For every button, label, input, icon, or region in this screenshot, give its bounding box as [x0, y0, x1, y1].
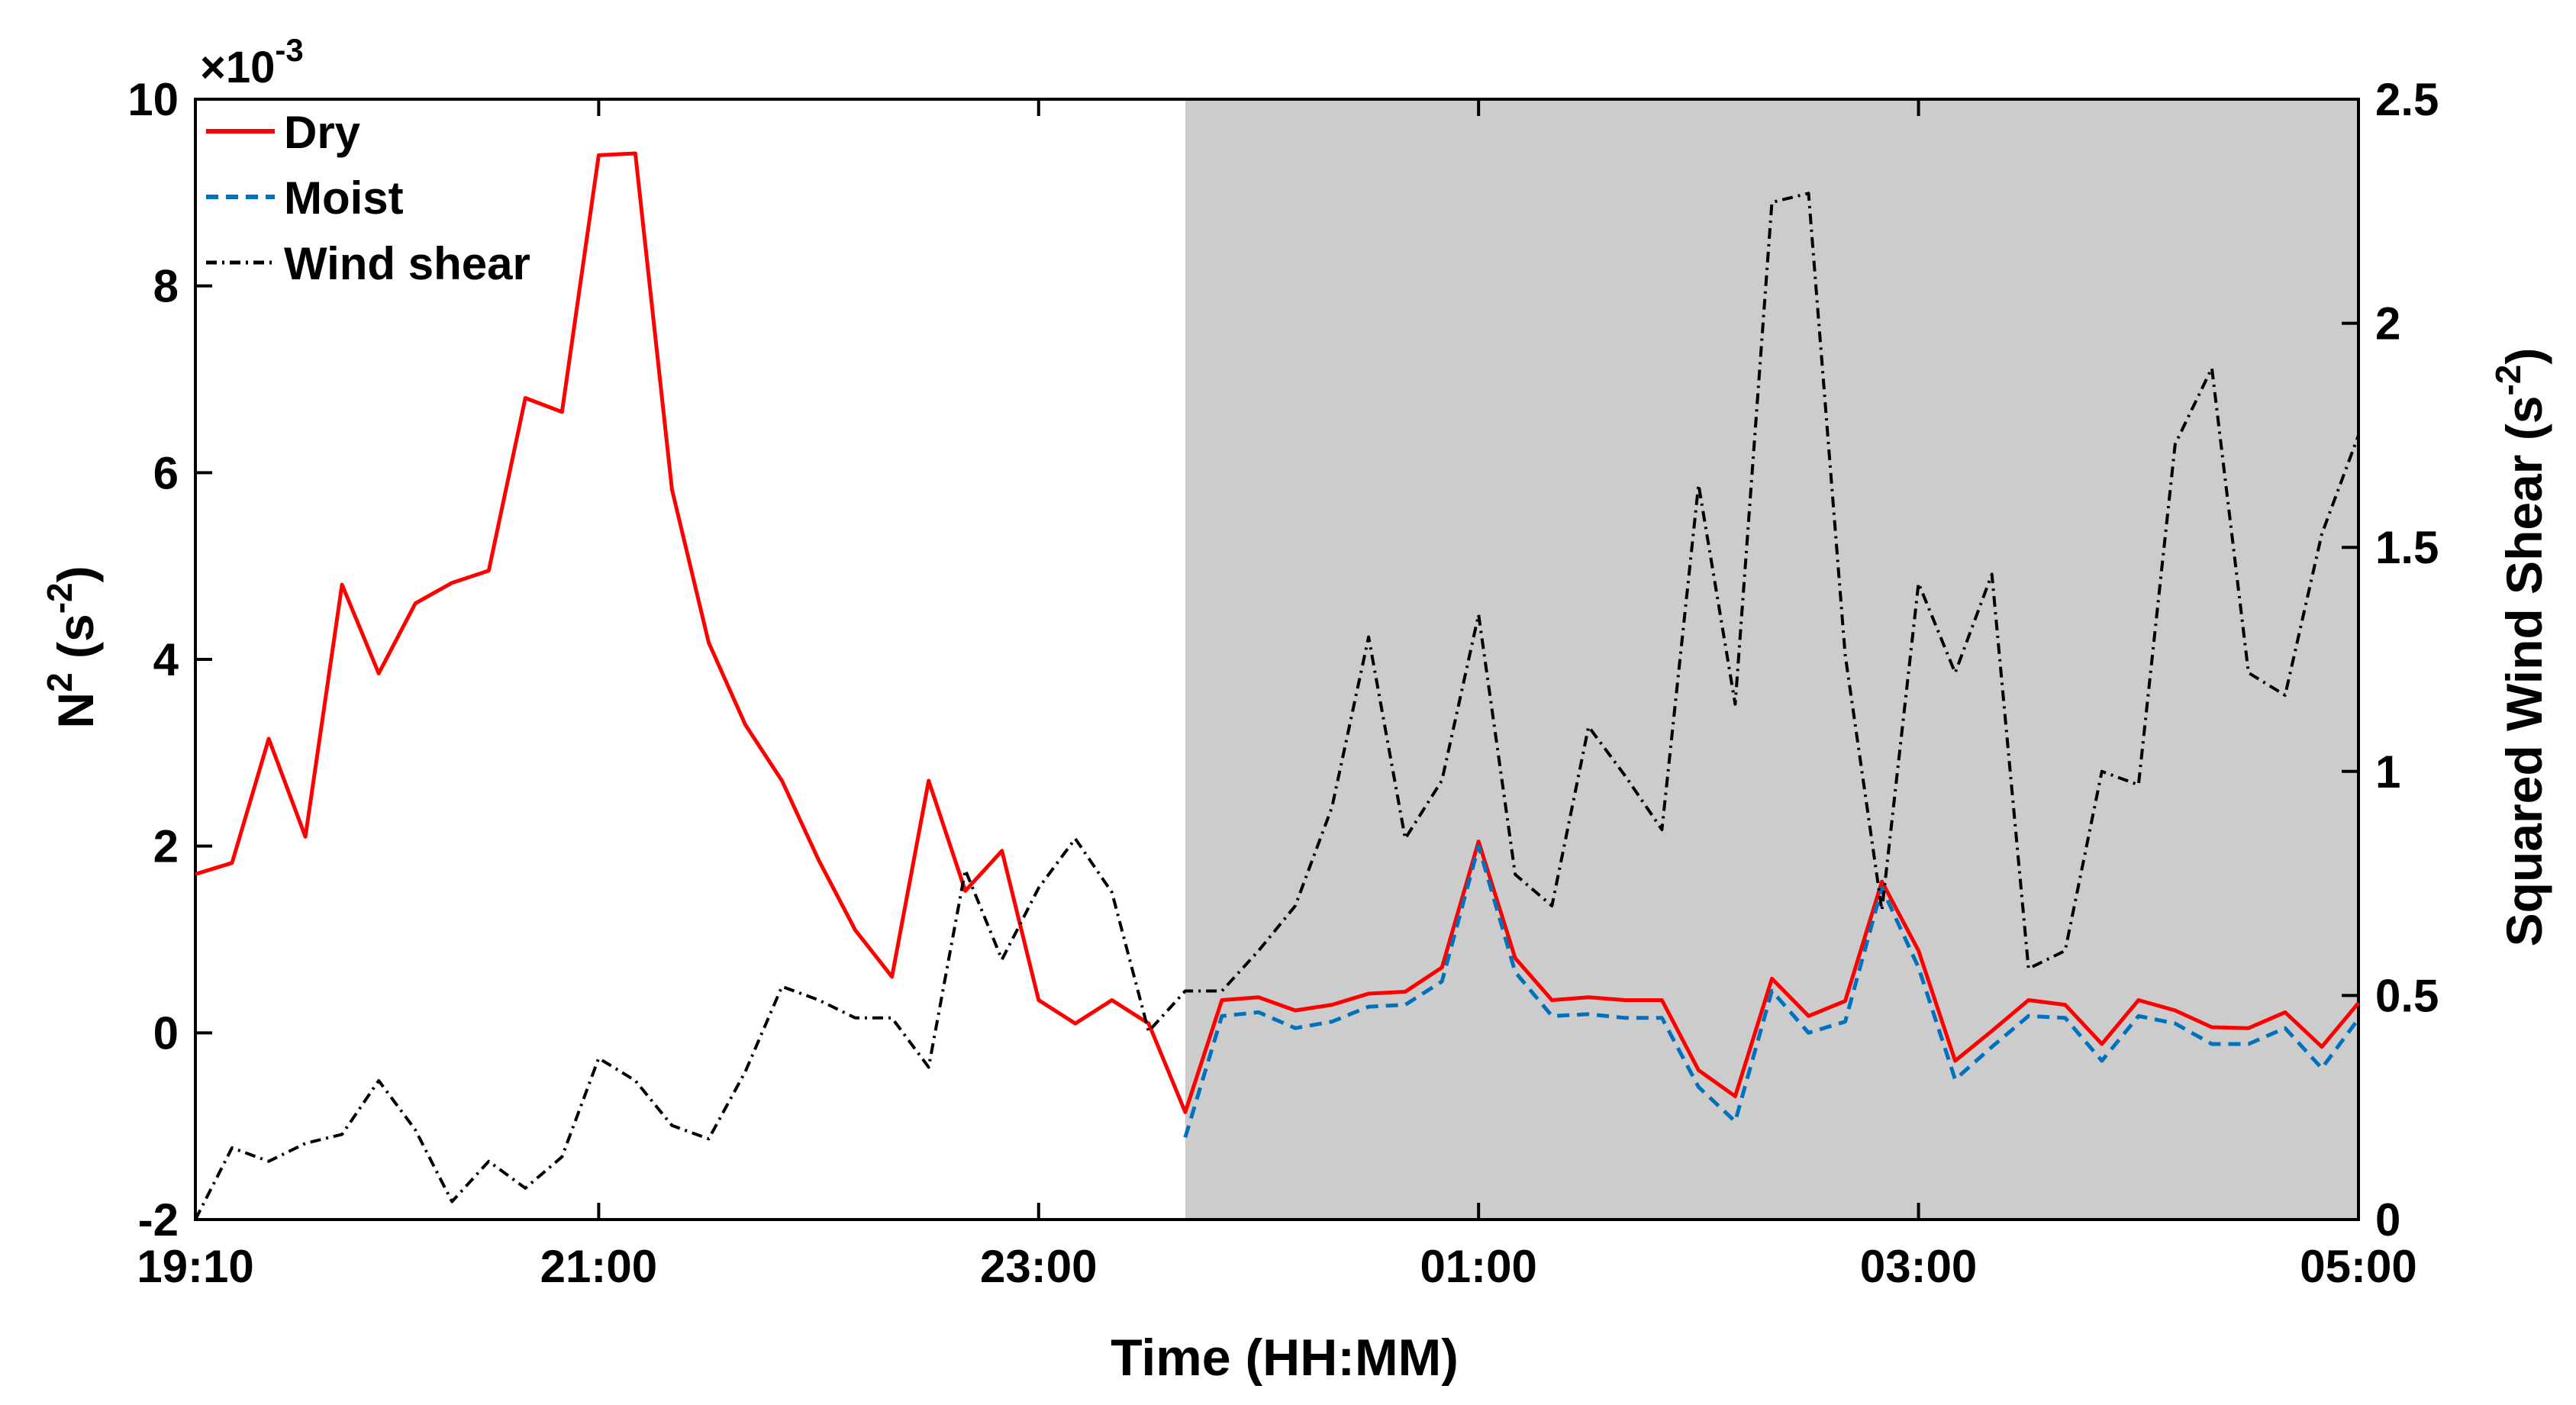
y-right-tick-label: 2	[2375, 298, 2400, 350]
x-tick-label: 21:00	[540, 1241, 657, 1292]
y-right-tick-label: 0	[2375, 1194, 2400, 1245]
y-right-label-close: )	[2496, 348, 2552, 365]
y-left-label-sup: 2	[40, 672, 79, 692]
legend-label-moist: Moist	[284, 172, 404, 224]
y-right-tick-label: 1	[2375, 746, 2400, 798]
y-left-tick-label: 4	[153, 634, 179, 685]
x-tick-label: 03:00	[1860, 1241, 1977, 1292]
shaded-region-layer	[1185, 99, 2358, 1220]
legend-label-dry: Dry	[284, 107, 361, 158]
tick-layer: 19:10 21:00 23:00 01:00 03:00 05:00-202468100…	[127, 74, 2439, 1292]
series-layer	[194, 151, 2361, 1220]
y-left-label: N2 (s-2)	[40, 566, 104, 728]
shaded-region	[1185, 99, 2358, 1220]
legend: Dry Moist Wind shear	[206, 107, 530, 289]
y-left-exponent-power: -3	[275, 32, 303, 68]
legend-label-wind-shear: Wind shear	[284, 238, 530, 289]
y-left-exponent: ×10-3	[200, 32, 304, 92]
y-right-tick-label: 1.5	[2375, 522, 2439, 573]
y-left-tick-label: 0	[153, 1007, 179, 1059]
y-left-tick-label: 2	[153, 821, 179, 872]
y-right-tick-label: 0.5	[2375, 970, 2439, 1021]
y-left-tick-label: 10	[127, 74, 179, 125]
y-right-label: Squared Wind Shear (s-2)	[2488, 348, 2552, 947]
x-axis-label: Time (HH:MM)	[1111, 1329, 1459, 1387]
y-right-label-main: Squared Wind Shear (s	[2496, 396, 2552, 947]
y-right-tick-label: 2.5	[2375, 74, 2439, 125]
series-line-moist	[1183, 844, 2361, 1139]
y-left-tick-label: 6	[153, 447, 179, 498]
y-left-tick-label: -2	[138, 1194, 179, 1245]
y-left-label-base: N	[47, 692, 104, 729]
series-line-dry	[195, 151, 2360, 1114]
y-right-label-unit-sup: -2	[2488, 365, 2528, 396]
x-tick-label: 05:00	[2300, 1241, 2416, 1292]
y-left-label-rest: (s	[47, 614, 104, 672]
y-left-label-unit-sup: -2	[40, 582, 79, 614]
x-tick-label: 23:00	[980, 1241, 1097, 1292]
y-left-label-close: )	[47, 566, 104, 582]
series-line-wind-shear	[194, 192, 2360, 1220]
y-left-tick-label: 8	[153, 261, 179, 312]
x-tick-label: 19:10	[137, 1241, 253, 1292]
x-tick-label: 01:00	[1420, 1241, 1536, 1292]
y-left-exponent-base: ×10	[200, 43, 275, 92]
